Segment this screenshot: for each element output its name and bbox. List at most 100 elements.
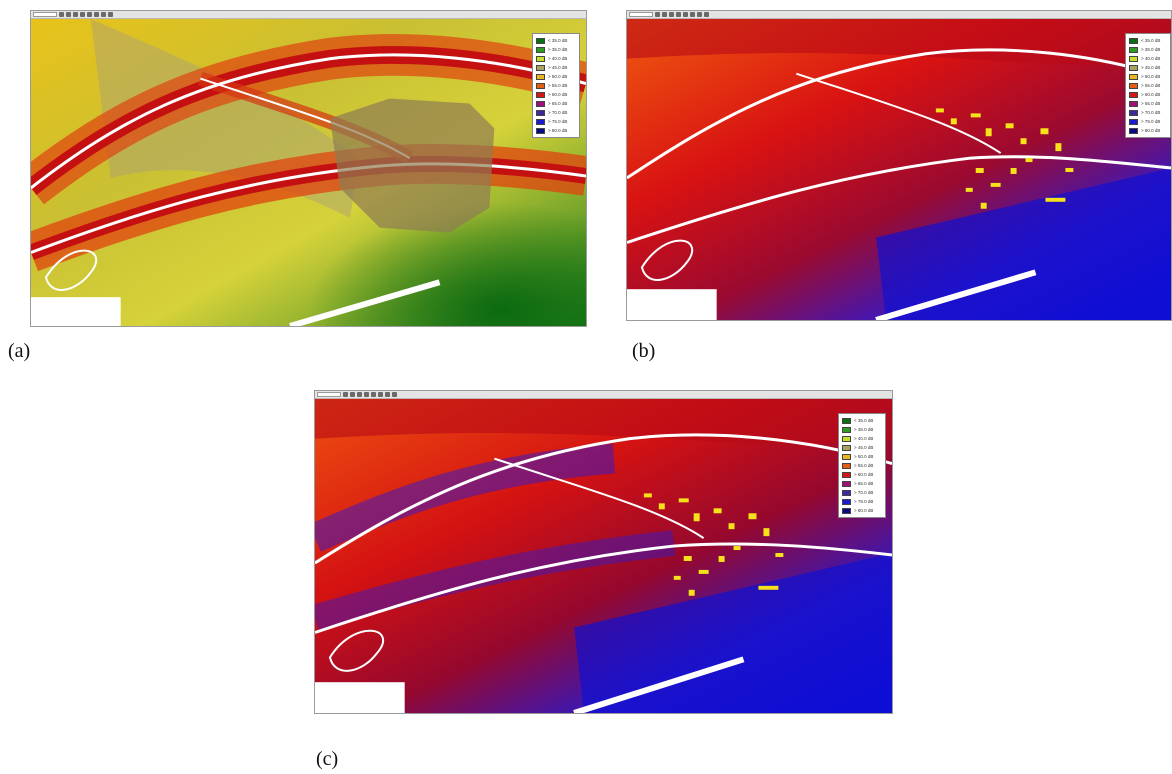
noise-map-b-graphic (627, 19, 1171, 320)
zoom-out-icon[interactable] (73, 12, 78, 17)
legend-swatch (842, 489, 851, 496)
legend-label: > 70.0 dB (854, 490, 874, 495)
legend-swatch (1129, 73, 1138, 80)
select-tool-icon[interactable] (655, 12, 660, 17)
legend-row: > 55.0 dB (536, 81, 576, 90)
legend-row: > 80.0 dB (842, 506, 882, 515)
map-panel-c: < 35.0 dB > 35.0 dB > 40.0 dB > 45.0 dB … (314, 390, 893, 714)
zoom-in-icon[interactable] (66, 12, 71, 17)
legend-swatch (536, 118, 545, 125)
legend-label: > 60.0 dB (548, 92, 568, 97)
legend-label: > 35.0 dB (854, 427, 874, 432)
map-legend-c: < 35.0 dB > 35.0 dB > 40.0 dB > 45.0 dB … (838, 413, 886, 518)
caption-c: (c) (316, 748, 339, 770)
legend-row: > 70.0 dB (1129, 108, 1167, 117)
legend-label: > 65.0 dB (548, 101, 568, 106)
map-panel-b: < 35.0 dB > 35.0 dB > 40.0 dB > 45.0 dB … (626, 10, 1172, 321)
legend-swatch (1129, 118, 1138, 125)
legend-label: < 35.0 dB (854, 418, 874, 423)
layer-icon[interactable] (697, 12, 702, 17)
legend-label: > 50.0 dB (854, 454, 874, 459)
save-icon[interactable] (378, 392, 383, 397)
legend-label: > 45.0 dB (548, 65, 568, 70)
legend-label: > 55.0 dB (548, 83, 568, 88)
legend-label: < 35.0 dB (548, 38, 568, 43)
legend-row: > 80.0 dB (1129, 126, 1167, 135)
legend-row: > 50.0 dB (536, 72, 576, 81)
grid-icon[interactable] (704, 12, 709, 17)
print-icon[interactable] (87, 12, 92, 17)
legend-row: < 35.0 dB (1129, 36, 1167, 45)
print-icon[interactable] (371, 392, 376, 397)
zoom-out-icon[interactable] (357, 392, 362, 397)
legend-swatch (842, 480, 851, 487)
legend-label: > 60.0 dB (1141, 92, 1161, 97)
legend-row: > 45.0 dB (1129, 63, 1167, 72)
save-icon[interactable] (94, 12, 99, 17)
pan-icon[interactable] (80, 12, 85, 17)
legend-swatch (536, 91, 545, 98)
legend-swatch (1129, 82, 1138, 89)
select-tool-icon[interactable] (59, 12, 64, 17)
grid-icon[interactable] (108, 12, 113, 17)
legend-row: > 50.0 dB (842, 452, 882, 461)
building-cluster (935, 108, 1074, 209)
legend-row: > 75.0 dB (536, 117, 576, 126)
legend-label: > 45.0 dB (854, 445, 874, 450)
map-toolbar (627, 11, 1171, 19)
legend-row: > 65.0 dB (842, 479, 882, 488)
grid-icon[interactable] (392, 392, 397, 397)
legend-swatch (1129, 109, 1138, 116)
legend-label: > 50.0 dB (1141, 74, 1161, 79)
legend-row: > 70.0 dB (536, 108, 576, 117)
legend-row: > 40.0 dB (1129, 54, 1167, 63)
zoom-out-icon[interactable] (669, 12, 674, 17)
legend-label: > 75.0 dB (1141, 119, 1161, 124)
map-legend-a: < 35.0 dB > 35.0 dB > 40.0 dB > 45.0 dB … (532, 33, 580, 138)
legend-row: > 35.0 dB (536, 45, 576, 54)
legend-swatch (536, 55, 545, 62)
legend-row: > 40.0 dB (536, 54, 576, 63)
legend-row: > 60.0 dB (842, 470, 882, 479)
noise-map-c (315, 399, 892, 713)
legend-row: > 55.0 dB (1129, 81, 1167, 90)
legend-row: > 80.0 dB (536, 126, 576, 135)
legend-label: < 35.0 dB (1141, 38, 1161, 43)
map-toolbar (315, 391, 892, 399)
scale-select[interactable] (317, 392, 341, 397)
pan-icon[interactable] (364, 392, 369, 397)
map-panel-a: < 35.0 dB > 35.0 dB > 40.0 dB > 45.0 dB … (30, 10, 587, 327)
building-cluster (643, 493, 784, 596)
legend-swatch (842, 453, 851, 460)
print-icon[interactable] (683, 12, 688, 17)
legend-row: < 35.0 dB (536, 36, 576, 45)
legend-label: > 80.0 dB (1141, 128, 1161, 133)
zoom-in-icon[interactable] (350, 392, 355, 397)
legend-swatch (1129, 55, 1138, 62)
noise-map-c-graphic (315, 399, 892, 713)
scale-select[interactable] (629, 12, 653, 17)
legend-label: > 40.0 dB (1141, 56, 1161, 61)
save-icon[interactable] (690, 12, 695, 17)
legend-row: > 55.0 dB (842, 461, 882, 470)
legend-swatch (842, 444, 851, 451)
legend-label: > 45.0 dB (1141, 65, 1161, 70)
legend-swatch (1129, 127, 1138, 134)
legend-swatch (536, 109, 545, 116)
zoom-in-icon[interactable] (662, 12, 667, 17)
legend-swatch (1129, 64, 1138, 71)
pan-icon[interactable] (676, 12, 681, 17)
legend-label: > 65.0 dB (1141, 101, 1161, 106)
legend-row: < 35.0 dB (842, 416, 882, 425)
layer-icon[interactable] (385, 392, 390, 397)
scale-select[interactable] (33, 12, 57, 17)
legend-label: > 65.0 dB (854, 481, 874, 486)
legend-row: > 40.0 dB (842, 434, 882, 443)
legend-row: > 35.0 dB (842, 425, 882, 434)
layer-icon[interactable] (101, 12, 106, 17)
legend-row: > 60.0 dB (1129, 90, 1167, 99)
legend-label: > 70.0 dB (1141, 110, 1161, 115)
select-tool-icon[interactable] (343, 392, 348, 397)
caption-b: (b) (632, 340, 656, 362)
legend-swatch (842, 435, 851, 442)
